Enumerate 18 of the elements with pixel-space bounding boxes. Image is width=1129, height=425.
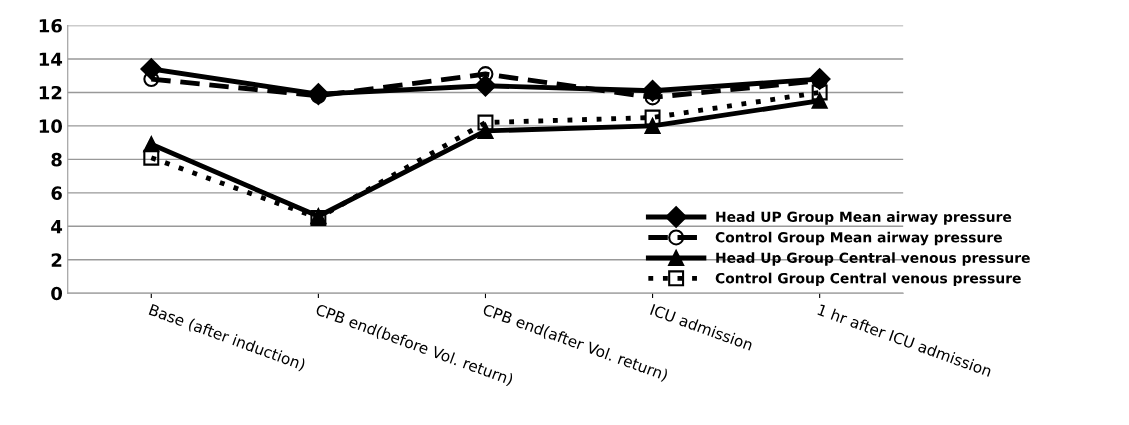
legend-label: Head Up Group Central venous pressure: [716, 252, 1030, 266]
y-tick-label: 2: [51, 253, 62, 267]
y-tick-label: 6: [51, 186, 62, 200]
y-tick-label: 14: [39, 52, 63, 66]
y-tick-label: 10: [39, 119, 63, 134]
y-tick-label: 4: [51, 220, 63, 234]
legend-label: Head UP Group Mean airway pressure: [716, 211, 1012, 225]
legend-label: Control Group Central venous pressure: [715, 272, 1021, 287]
point: [644, 109, 661, 126]
y-tick-label: 12: [39, 85, 62, 100]
y-tick-label: 16: [39, 18, 62, 33]
point: [477, 114, 494, 131]
y-tick-label: 0: [51, 286, 63, 301]
point: [143, 149, 160, 166]
y-tick-label: 8: [51, 152, 62, 167]
point: [474, 74, 497, 97]
point: [811, 84, 828, 101]
legend-label: Control Group Mean airway pressure: [715, 231, 1002, 246]
